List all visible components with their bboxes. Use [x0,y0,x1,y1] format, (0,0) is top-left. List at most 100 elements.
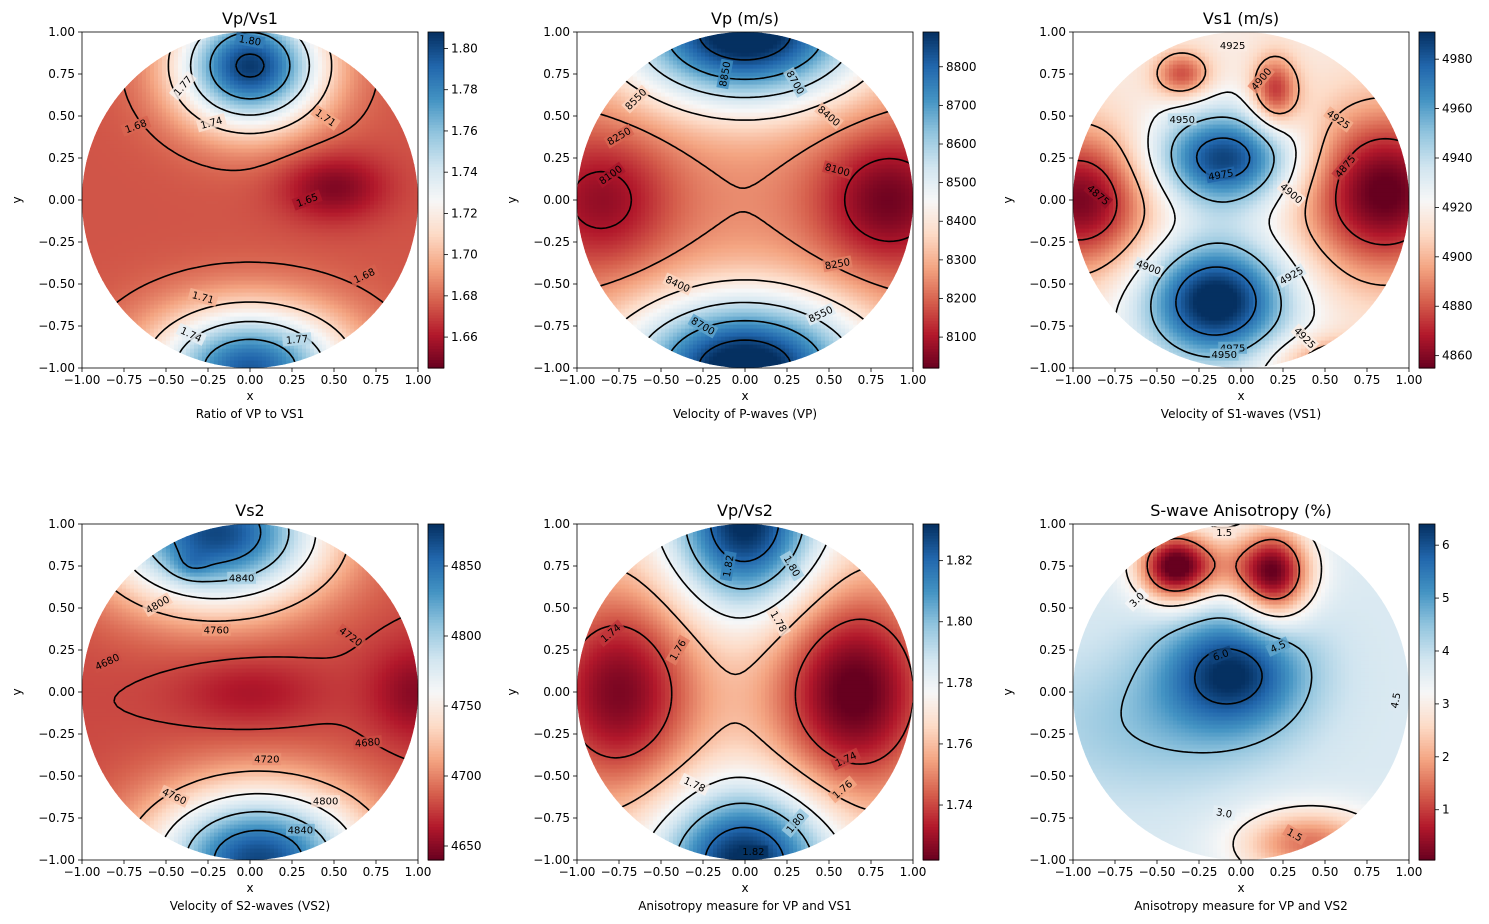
heatmap-cell [174,124,179,129]
heatmap-cell [178,288,183,293]
heatmap-cell [242,200,247,205]
heatmap-cell [194,196,199,201]
heatmap-cell [110,200,115,205]
heatmap-cell [314,264,319,269]
heatmap-cell [234,104,239,109]
heatmap-cell [250,128,255,133]
heatmap-cell [210,264,215,269]
heatmap-cell [318,172,323,177]
heatmap-cell [298,192,303,197]
heatmap-cell [170,72,175,77]
heatmap-cell [126,96,131,101]
heatmap-cell [150,204,155,209]
heatmap-cell [262,296,267,301]
heatmap-cell [122,240,127,245]
heatmap-cell [126,280,131,285]
heatmap-cell [214,244,219,249]
heatmap-cell [114,240,119,245]
heatmap-cell [222,352,227,357]
heatmap-cell [194,316,199,321]
heatmap-cell [238,212,243,217]
heatmap-cell [270,252,275,257]
heatmap-cell [286,208,291,213]
heatmap-cell [246,48,251,53]
heatmap-cell [222,104,227,109]
heatmap-cell [322,248,327,253]
heatmap-cell [286,252,291,257]
heatmap-cell [210,260,215,265]
heatmap-cell [122,164,127,169]
heatmap-cell [178,200,183,205]
heatmap-cell [98,176,103,181]
heatmap-cell [166,152,171,157]
heatmap-cell [246,228,251,233]
heatmap-cell [322,164,327,169]
heatmap-cell [166,292,171,297]
heatmap-cell [318,132,323,137]
heatmap-cell [146,248,151,253]
heatmap-cell [174,48,179,53]
heatmap-cell [302,348,307,353]
heatmap-cell [242,64,247,69]
heatmap-cell [254,268,259,273]
heatmap-cell [290,40,295,45]
heatmap-cell [262,100,267,105]
heatmap-cell [318,180,323,185]
heatmap-cell [298,180,303,185]
heatmap-cell [326,128,331,133]
heatmap-cell [94,248,99,253]
heatmap-cell [142,96,147,101]
heatmap-cell [286,192,291,197]
heatmap-cell [250,312,255,317]
heatmap-cell [150,296,155,301]
heatmap-cell [326,88,331,93]
heatmap-cell [230,352,235,357]
heatmap-cell [286,344,291,349]
heatmap-cell [258,312,263,317]
heatmap-cell [182,300,187,305]
heatmap-cell [158,96,163,101]
heatmap-cell [114,188,119,193]
heatmap-cell [146,88,151,93]
heatmap-cell [250,108,255,113]
heatmap-cell [306,128,311,133]
heatmap-cell [90,184,95,189]
heatmap-cell [262,72,267,77]
heatmap-cell [226,204,231,209]
heatmap-cell [150,324,155,329]
heatmap-cell [346,304,351,309]
heatmap-cell [222,76,227,81]
heatmap-cell [342,168,347,173]
heatmap-cell [102,280,107,285]
heatmap-cell [306,344,311,349]
heatmap-cell [274,36,279,41]
heatmap-cell [150,184,155,189]
heatmap-cell [338,104,343,109]
heatmap-cell [214,356,219,361]
heatmap-cell [262,312,267,317]
heatmap-cell [186,56,191,61]
heatmap-cell [278,328,283,333]
heatmap-cell [182,208,187,213]
heatmap-cell [182,240,187,245]
heatmap-cell [334,236,339,241]
heatmap-cell [266,168,271,173]
heatmap-cell [310,88,315,93]
heatmap-cell [234,208,239,213]
heatmap-cell [278,244,283,249]
heatmap-cell [310,316,315,321]
heatmap-cell [266,128,271,133]
heatmap-cell [106,260,111,265]
heatmap-cell [90,172,95,177]
heatmap-cell [214,56,219,61]
heatmap-cell [130,96,135,101]
heatmap-cell [162,304,167,309]
heatmap-cell [162,276,167,281]
heatmap-cell [222,64,227,69]
heatmap-cell [198,148,203,153]
heatmap-cell [246,336,251,341]
heatmap-cell [182,72,187,77]
heatmap-cell [206,356,211,361]
heatmap-cell [298,268,303,273]
heatmap-cell [326,224,331,229]
